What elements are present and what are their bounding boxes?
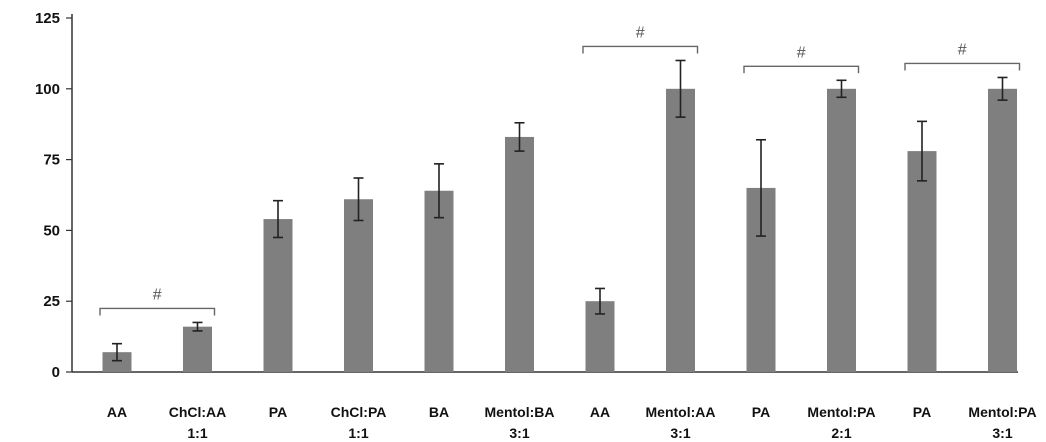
- x-tick-label: PA: [269, 404, 287, 420]
- x-tick-label: AA: [107, 404, 127, 420]
- x-tick-label: PA: [752, 404, 770, 420]
- bars: [102, 59, 1017, 373]
- bar: [183, 326, 212, 372]
- y-tick-label: 125: [35, 10, 60, 27]
- bar: [907, 151, 937, 372]
- bar: [505, 136, 534, 372]
- x-tick-label-ratio: 3:1: [670, 425, 690, 441]
- bar: [666, 88, 695, 373]
- bar: [424, 190, 454, 372]
- x-tick-label: ChCl:AA: [169, 404, 227, 420]
- significance-bracket: #: [582, 24, 699, 54]
- x-tick-label-ratio: 3:1: [992, 425, 1012, 441]
- x-tick-label-ratio: 3:1: [509, 425, 529, 441]
- bar: [263, 219, 293, 372]
- bar: [344, 199, 373, 372]
- error-bar: [112, 342, 122, 362]
- significance-label: #: [636, 24, 645, 41]
- error-bar: [514, 121, 525, 152]
- error-bar: [434, 163, 444, 219]
- error-bar: [192, 321, 203, 332]
- x-tick-label: Mentol:PA: [968, 404, 1036, 420]
- significance-label: #: [153, 286, 162, 303]
- bar: [102, 352, 132, 372]
- error-bar: [917, 120, 927, 182]
- error-bar: [273, 199, 283, 239]
- y-tick-label: 100: [35, 81, 60, 98]
- significance-bracket: #: [743, 44, 860, 74]
- significance-bracket: #: [904, 41, 1021, 71]
- significance-bracket: #: [99, 286, 216, 316]
- y-tick-label: 25: [43, 293, 60, 310]
- bar: [988, 88, 1017, 373]
- x-tick-label-ratio: 2:1: [831, 425, 851, 441]
- error-bar: [595, 287, 605, 315]
- bar: [827, 88, 856, 373]
- x-tick-label: Mentol:AA: [646, 404, 716, 420]
- x-tick-label: PA: [913, 404, 931, 420]
- error-bar: [675, 59, 686, 118]
- x-tick-label-ratio: 1:1: [187, 425, 207, 441]
- significance-markers: # # # #: [99, 24, 1021, 316]
- x-tick-label: AA: [590, 404, 610, 420]
- error-bar: [997, 76, 1008, 101]
- significance-label: #: [958, 41, 967, 58]
- y-tick-label: 0: [52, 364, 60, 381]
- y-axis: 0 25 50 75 100 125: [35, 10, 1018, 381]
- error-bar: [756, 138, 766, 237]
- x-tick-label: BA: [429, 404, 449, 420]
- error-bar: [353, 177, 364, 222]
- x-tick-label-ratio: 1:1: [348, 425, 368, 441]
- x-axis-labels: AA ChCl:AA 1:1 PA ChCl:PA 1:1 BA Mentol:BA 3:1 AA…: [107, 404, 1037, 441]
- x-tick-label: ChCl:PA: [331, 404, 387, 420]
- x-tick-label: Mentol:PA: [807, 404, 875, 420]
- x-tick-label: Mentol:BA: [485, 404, 555, 420]
- y-tick-label: 50: [43, 222, 60, 239]
- significance-label: #: [797, 44, 806, 61]
- error-bar: [836, 79, 847, 99]
- y-tick-label: 75: [43, 152, 60, 169]
